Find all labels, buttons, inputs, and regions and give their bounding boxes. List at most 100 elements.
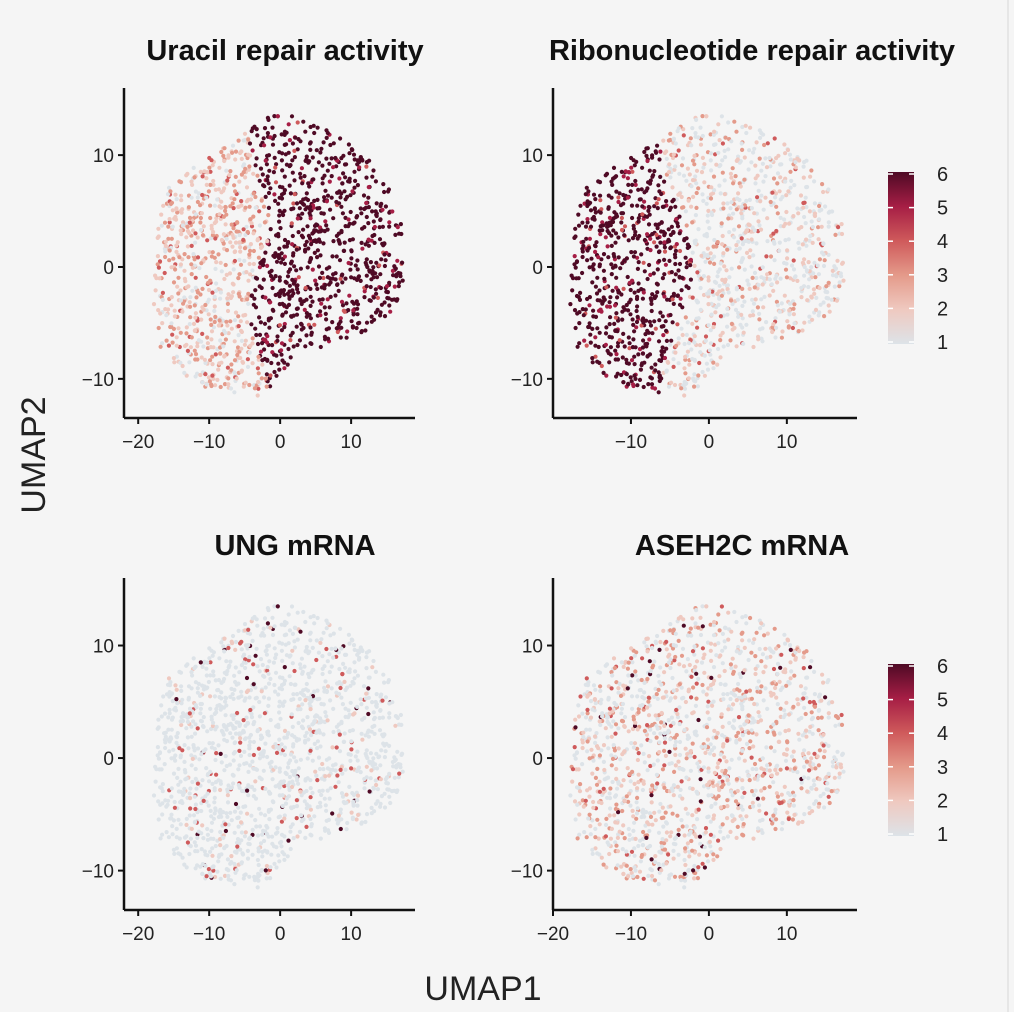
data-point bbox=[364, 691, 369, 696]
data-point bbox=[288, 163, 293, 168]
data-point bbox=[802, 257, 807, 262]
data-point bbox=[783, 179, 788, 184]
data-point bbox=[685, 349, 691, 354]
data-point bbox=[823, 204, 828, 209]
data-point bbox=[667, 258, 672, 263]
data-point bbox=[351, 712, 356, 717]
data-point bbox=[217, 204, 222, 209]
data-point bbox=[639, 252, 644, 257]
data-point bbox=[166, 224, 171, 229]
data-point bbox=[597, 228, 602, 233]
data-point bbox=[366, 686, 371, 691]
data-point bbox=[711, 174, 717, 179]
data-point bbox=[219, 190, 224, 195]
data-point bbox=[349, 248, 354, 253]
data-point bbox=[687, 172, 692, 177]
data-point bbox=[325, 718, 330, 723]
data-point bbox=[624, 360, 630, 366]
data-point bbox=[276, 234, 281, 239]
data-point bbox=[156, 817, 161, 822]
data-point bbox=[215, 869, 220, 874]
data-point bbox=[621, 664, 626, 670]
data-point bbox=[362, 225, 367, 230]
data-point bbox=[279, 832, 285, 837]
data-point bbox=[342, 679, 347, 685]
data-point bbox=[597, 360, 602, 365]
data-point bbox=[616, 318, 621, 323]
data-point bbox=[323, 188, 328, 193]
data-point bbox=[314, 282, 319, 287]
data-point bbox=[232, 882, 237, 887]
data-point bbox=[702, 180, 707, 185]
data-point bbox=[599, 257, 604, 262]
data-point bbox=[265, 664, 270, 670]
data-point bbox=[662, 670, 667, 675]
data-point bbox=[272, 624, 277, 629]
data-point bbox=[166, 343, 171, 348]
data-point bbox=[374, 213, 379, 219]
data-point bbox=[243, 665, 248, 671]
data-point bbox=[305, 756, 310, 761]
data-point bbox=[250, 616, 255, 621]
x-axis-uracil: −20 −10 0 10 bbox=[122, 416, 415, 453]
data-point bbox=[256, 379, 261, 385]
data-point bbox=[265, 825, 270, 830]
data-point bbox=[670, 675, 675, 681]
data-point bbox=[324, 689, 329, 695]
data-point bbox=[734, 247, 739, 252]
data-point bbox=[751, 150, 756, 155]
data-point bbox=[645, 276, 650, 282]
data-point bbox=[339, 695, 344, 700]
data-point bbox=[204, 766, 209, 771]
data-point bbox=[304, 333, 309, 338]
data-point bbox=[370, 700, 375, 705]
data-point bbox=[690, 356, 695, 362]
data-point bbox=[816, 272, 822, 277]
data-point bbox=[707, 226, 712, 231]
data-point bbox=[337, 666, 342, 672]
data-point bbox=[368, 751, 373, 756]
data-point bbox=[635, 314, 640, 319]
data-point bbox=[304, 681, 309, 687]
data-point bbox=[695, 384, 701, 389]
data-point bbox=[277, 704, 282, 709]
data-point bbox=[661, 138, 666, 143]
data-point bbox=[333, 646, 338, 651]
data-point bbox=[652, 386, 658, 391]
data-point bbox=[635, 294, 640, 299]
data-point bbox=[593, 826, 598, 832]
data-point bbox=[604, 865, 609, 870]
data-point bbox=[195, 726, 200, 731]
data-point bbox=[206, 312, 211, 317]
data-point bbox=[632, 362, 637, 367]
data-point bbox=[697, 343, 703, 348]
data-point bbox=[363, 205, 369, 210]
data-point bbox=[295, 637, 300, 642]
data-point bbox=[648, 236, 653, 241]
data-point bbox=[350, 325, 355, 330]
data-point bbox=[378, 203, 383, 209]
data-point bbox=[295, 778, 300, 783]
data-point bbox=[580, 270, 585, 276]
data-point bbox=[222, 768, 227, 773]
data-point bbox=[635, 874, 640, 880]
data-point bbox=[292, 155, 297, 160]
data-point bbox=[296, 720, 301, 726]
data-point bbox=[591, 314, 596, 319]
data-point bbox=[272, 114, 277, 119]
data-point bbox=[373, 271, 378, 276]
data-point bbox=[373, 762, 378, 767]
data-point bbox=[702, 162, 707, 167]
data-point bbox=[248, 739, 253, 745]
data-point bbox=[218, 351, 223, 356]
data-point bbox=[185, 171, 190, 176]
data-point bbox=[217, 361, 222, 366]
data-point bbox=[255, 857, 260, 863]
data-point bbox=[300, 702, 305, 707]
data-point bbox=[237, 763, 242, 768]
data-point bbox=[807, 700, 813, 705]
data-point bbox=[399, 231, 404, 237]
data-point bbox=[286, 730, 291, 736]
data-point bbox=[642, 199, 647, 204]
data-point bbox=[292, 771, 297, 776]
